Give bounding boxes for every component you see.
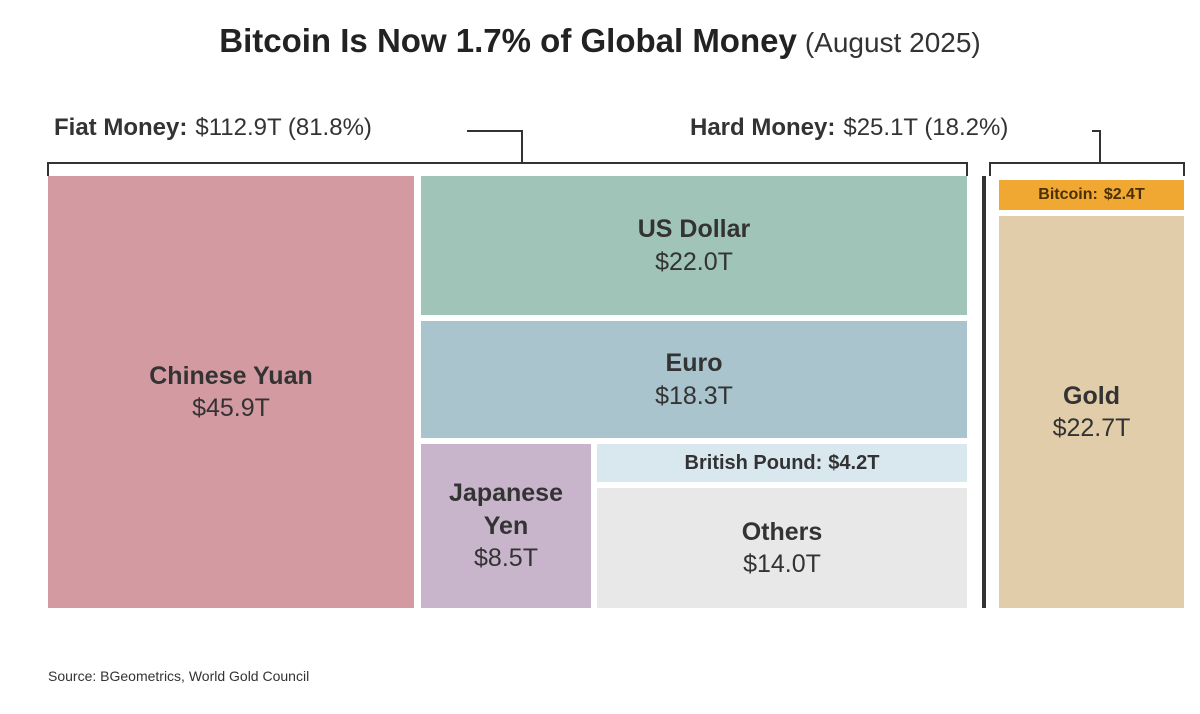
treemap-cell: Euro $18.3T — [421, 321, 967, 438]
treemap-cell: British Pound: $4.2T — [597, 444, 967, 482]
cell-value: $4.2T — [828, 452, 880, 474]
group-bracket — [989, 162, 1185, 176]
cell-label: Japanese Yen — [449, 479, 563, 540]
cell-value: $14.0T — [743, 550, 821, 578]
treemap-cell: Bitcoin: $2.4T — [999, 180, 1184, 210]
treemap-cell: Gold $22.7T — [999, 216, 1184, 608]
group-header: Hard Money: $25.1T (18.2%) — [690, 114, 1008, 142]
group-header: Fiat Money: $112.9T (81.8%) — [54, 114, 372, 142]
chart-subtitle: (August 2025) — [804, 27, 981, 58]
group-total: $25.1T (18.2%) — [843, 114, 1009, 141]
cell-label: Gold — [1063, 381, 1120, 410]
source-note: Source: BGeometrics, World Gold Council — [48, 668, 310, 684]
treemap-cell: Chinese Yuan $45.9T — [48, 176, 414, 608]
group-bracket — [47, 162, 968, 176]
cell-label: US Dollar — [637, 215, 751, 243]
cell-label: Bitcoin: — [1038, 185, 1098, 203]
cell-value: $22.0T — [655, 247, 733, 276]
chart-title: Bitcoin Is Now 1.7% of Global Money — [219, 22, 797, 59]
cell-value: $45.9T — [192, 394, 270, 422]
cell-value: $8.5T — [474, 544, 538, 573]
bracket-connector — [1092, 130, 1101, 163]
group-name: Hard Money: — [690, 114, 836, 141]
cell-label: British Pound: — [684, 452, 823, 474]
group-total: $112.9T (81.8%) — [195, 114, 372, 141]
bracket-connector — [467, 130, 523, 163]
title-row: Bitcoin Is Now 1.7% of Global Money (Augu… — [0, 22, 1200, 60]
treemap-cell: Others $14.0T — [597, 488, 967, 608]
cell-label: Euro — [665, 349, 723, 377]
cell-label: Chinese Yuan — [149, 361, 313, 390]
cell-value: $18.3T — [655, 381, 733, 410]
treemap-cell: Japanese Yen $8.5T — [421, 444, 591, 608]
cell-value: $2.4T — [1103, 185, 1145, 203]
group-name: Fiat Money: — [54, 114, 188, 141]
treemap-cell: US Dollar $22.0T — [421, 176, 967, 315]
cell-label: Others — [741, 517, 823, 546]
cell-value: $22.7T — [1052, 414, 1131, 442]
